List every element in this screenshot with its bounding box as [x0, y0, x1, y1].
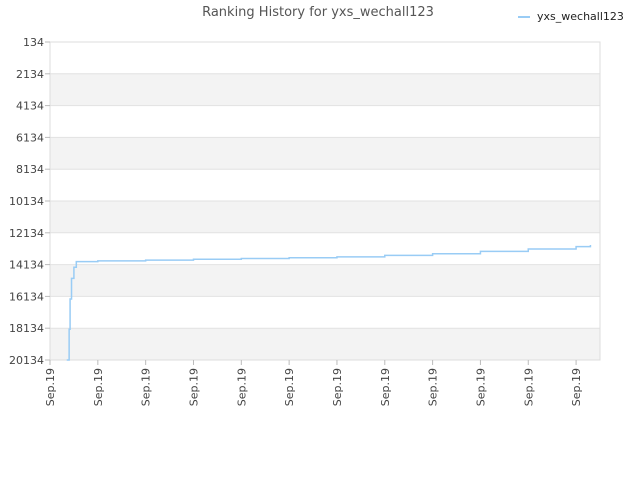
- y-tick-label: 134: [23, 36, 44, 49]
- y-tick-label: 2134: [16, 68, 44, 81]
- series-group: [66, 244, 592, 361]
- x-tick-label: Sep.19: [235, 368, 248, 406]
- y-tick-label: 12134: [9, 227, 44, 240]
- x-tick-label: Sep.19: [570, 368, 583, 406]
- y-tick-label: 4134: [16, 100, 44, 113]
- grid-band: [50, 264, 600, 297]
- y-axis: 134 2134 4134 6134 8134 10134 12134 14134 16134 1…: [9, 36, 50, 367]
- x-tick-label: Sep.19: [522, 368, 535, 406]
- y-tick-label: 16134: [9, 290, 44, 303]
- x-tick-label: Sep.19: [283, 368, 296, 406]
- x-tick-label: Sep.19: [140, 368, 153, 406]
- x-tick-label: Sep.19: [474, 368, 487, 406]
- x-tick-label: Sep.19: [44, 368, 57, 406]
- legend-label: yxs_wechall123: [537, 10, 624, 23]
- x-axis: Sep.19 Sep.19 Sep.19 Sep.19 Sep.19 Sep.19 Sep.…: [44, 360, 583, 406]
- y-tick-label: 20134: [9, 354, 44, 367]
- x-tick-label: Sep.19: [92, 368, 105, 406]
- x-tick-label: Sep.19: [379, 368, 392, 406]
- series-line: [66, 244, 592, 361]
- grid-band: [50, 201, 600, 233]
- legend[interactable]: yxs_wechall123: [518, 10, 624, 23]
- y-tick-label: 8134: [16, 163, 44, 176]
- chart-title: Ranking History for yxs_wechall123: [202, 5, 434, 20]
- y-tick-label: 10134: [9, 195, 44, 208]
- y-tick-label: 6134: [16, 131, 44, 144]
- x-tick-label: Sep.19: [331, 368, 344, 406]
- x-tick-label: Sep.19: [187, 368, 200, 406]
- y-tick-label: 18134: [9, 322, 44, 335]
- grid-bands: [50, 41, 600, 360]
- x-tick-label: Sep.19: [427, 368, 440, 406]
- grid-band: [50, 73, 600, 106]
- grid-band: [50, 328, 600, 360]
- y-tick-label: 14134: [9, 259, 44, 272]
- grid-band: [50, 137, 600, 170]
